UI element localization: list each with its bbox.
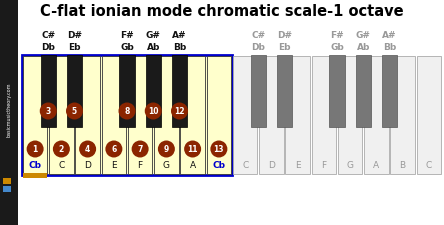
Bar [67,55,82,127]
Circle shape [66,103,83,119]
Bar [0,0,18,225]
Circle shape [131,140,149,158]
Text: Cb: Cb [28,160,42,169]
Text: Ab: Ab [147,43,160,52]
Text: Gb: Gb [330,43,344,52]
Text: D#: D# [67,31,82,40]
Text: 2: 2 [59,144,64,153]
Text: Eb: Eb [278,43,291,52]
Circle shape [53,140,70,158]
Text: D: D [84,160,91,169]
Text: F: F [138,160,143,169]
Bar [277,55,292,127]
Bar [146,55,161,127]
Text: Bb: Bb [383,43,396,52]
Text: 3: 3 [46,106,51,115]
Text: F#: F# [330,31,344,40]
Bar [154,56,178,174]
Bar [259,56,284,174]
Text: 10: 10 [148,106,159,115]
Bar [250,55,266,127]
Text: C#: C# [251,31,266,40]
Text: F: F [321,160,326,169]
Text: 12: 12 [174,106,185,115]
Bar [75,56,100,174]
Text: Ab: Ab [357,43,370,52]
Circle shape [210,140,227,158]
Text: Eb: Eb [68,43,81,52]
Bar [285,56,310,174]
Circle shape [27,140,44,158]
Bar [102,56,126,174]
Text: 8: 8 [124,106,130,115]
Bar [41,55,56,127]
Bar [128,56,152,174]
Text: basicmusictheory.com: basicmusictheory.com [7,83,12,137]
Text: Db: Db [41,43,55,52]
Bar [23,56,48,174]
Circle shape [105,140,123,158]
Text: G#: G# [356,31,371,40]
Bar [364,56,388,174]
Bar [338,56,362,174]
Circle shape [184,140,201,158]
Text: Bb: Bb [173,43,186,52]
Circle shape [171,103,188,119]
Text: G: G [163,160,170,169]
Text: A#: A# [382,31,397,40]
Text: 1: 1 [32,144,38,153]
Circle shape [119,103,135,119]
Text: 6: 6 [111,144,116,153]
Bar [22,55,232,175]
Bar [416,56,441,174]
Text: 4: 4 [85,144,90,153]
Circle shape [40,103,57,119]
Text: 7: 7 [138,144,143,153]
Bar [390,56,415,174]
Text: C: C [426,160,432,169]
Text: 13: 13 [214,144,224,153]
Bar [172,55,187,127]
Bar [206,56,231,174]
Text: Gb: Gb [120,43,134,52]
Text: A: A [190,160,196,169]
Text: D#: D# [277,31,292,40]
Text: C: C [58,160,64,169]
Bar [329,55,345,127]
Text: Db: Db [251,43,265,52]
Text: Cb: Cb [212,160,226,169]
Text: C: C [242,160,248,169]
Bar [180,56,205,174]
Text: G#: G# [146,31,161,40]
Circle shape [158,140,175,158]
Bar [312,56,336,174]
Text: F#: F# [120,31,134,40]
Bar [233,56,258,174]
Bar [49,56,74,174]
Text: E: E [295,160,301,169]
Text: 5: 5 [72,106,77,115]
Circle shape [79,140,96,158]
Bar [3,178,11,184]
Text: C#: C# [41,31,56,40]
Bar [356,55,371,127]
Text: B: B [400,160,406,169]
Text: 9: 9 [164,144,169,153]
Bar [3,186,11,192]
Bar [119,55,135,127]
Circle shape [145,103,162,119]
Text: A: A [373,160,380,169]
Text: 11: 11 [187,144,198,153]
Text: G: G [347,160,353,169]
Text: A#: A# [172,31,187,40]
Bar [382,55,397,127]
Bar [23,173,47,178]
Text: E: E [111,160,117,169]
Text: D: D [268,160,275,169]
Text: C-flat ionian mode chromatic scale-1 octave: C-flat ionian mode chromatic scale-1 oct… [40,4,404,18]
